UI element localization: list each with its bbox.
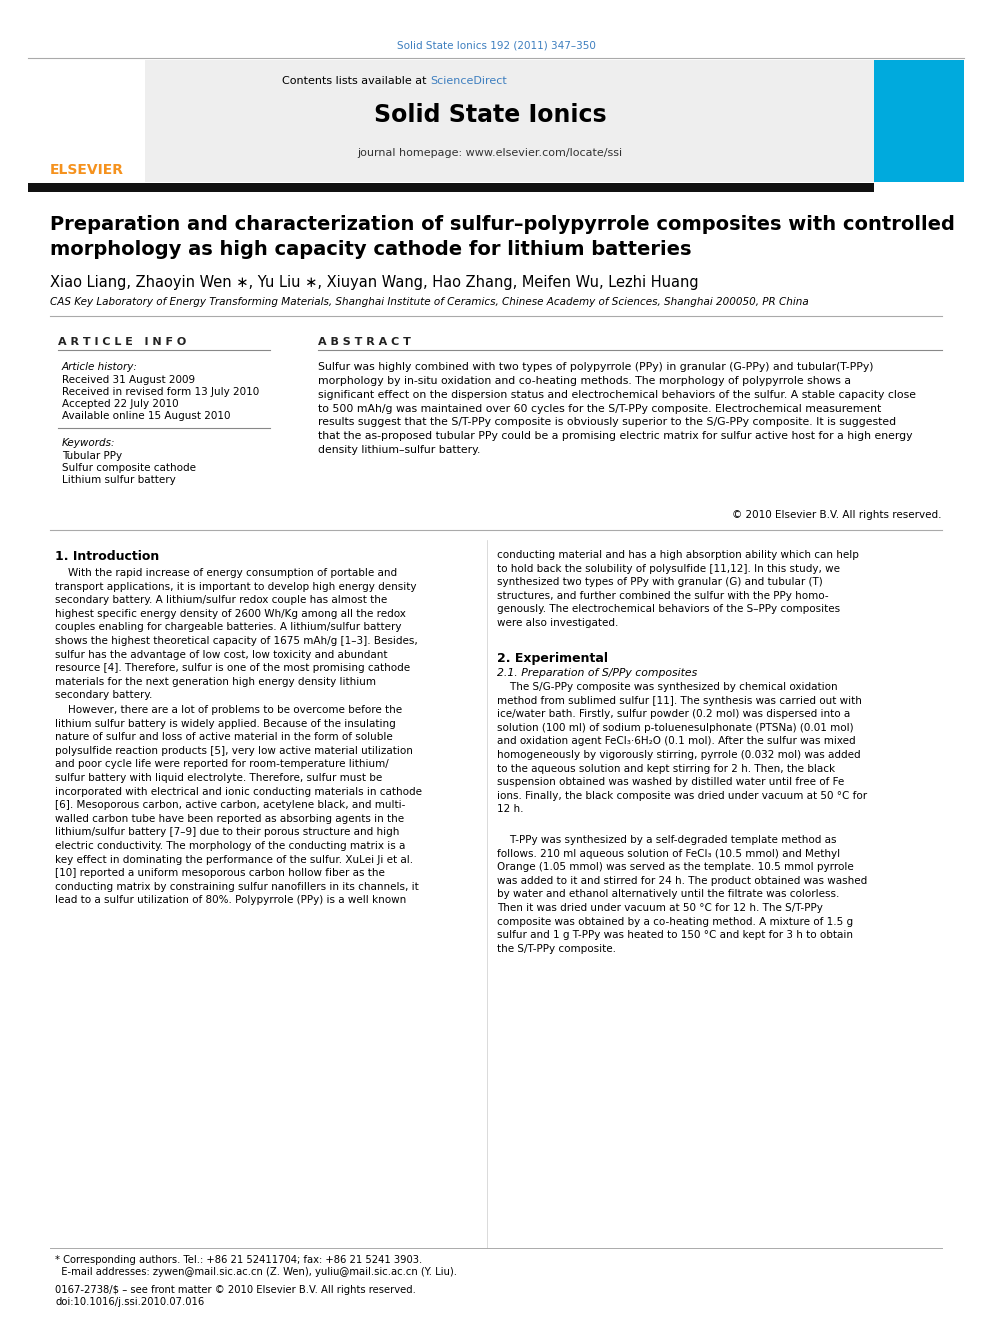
Text: * Corresponding authors. Tel.: +86 21 52411704; fax: +86 21 5241 3903.: * Corresponding authors. Tel.: +86 21 52… [55,1256,423,1265]
Text: 1. Introduction: 1. Introduction [55,550,160,564]
Text: 2.1. Preparation of S/PPy composites: 2.1. Preparation of S/PPy composites [497,668,697,677]
Text: journal homepage: www.elsevier.com/locate/ssi: journal homepage: www.elsevier.com/locat… [357,148,623,157]
Text: doi:10.1016/j.ssi.2010.07.016: doi:10.1016/j.ssi.2010.07.016 [55,1297,204,1307]
Bar [145,60,874,183]
Text: Sulfur was highly combined with two types of polypyrrole (PPy) in granular (G-PP: Sulfur was highly combined with two type… [318,363,916,455]
Text: A R T I C L E   I N F O: A R T I C L E I N F O [58,337,186,347]
Text: CAS Key Laboratory of Energy Transforming Materials, Shanghai Institute of Ceram: CAS Key Laboratory of Energy Transformin… [50,296,808,307]
Text: Contents lists available at: Contents lists available at [282,75,430,86]
Text: Sulfur composite cathode: Sulfur composite cathode [62,463,196,474]
Text: conducting material and has a high absorption ability which can help
to hold bac: conducting material and has a high absor… [497,550,859,628]
Text: Received in revised form 13 July 2010: Received in revised form 13 July 2010 [62,388,259,397]
Text: ELSEVIER: ELSEVIER [50,163,124,177]
Text: Available online 15 August 2010: Available online 15 August 2010 [62,411,230,421]
Text: 2. Experimental: 2. Experimental [497,652,608,665]
Text: Keywords:: Keywords: [62,438,115,448]
Bar [874,60,964,183]
Text: © 2010 Elsevier B.V. All rights reserved.: © 2010 Elsevier B.V. All rights reserved… [732,509,942,520]
Text: Lithium sulfur battery: Lithium sulfur battery [62,475,176,486]
Text: A B S T R A C T: A B S T R A C T [318,337,411,347]
Bar [28,183,874,192]
Text: morphology as high capacity cathode for lithium batteries: morphology as high capacity cathode for … [50,239,691,259]
Text: Preparation and characterization of sulfur–polypyrrole composites with controlle: Preparation and characterization of sulf… [50,216,955,234]
Text: 0167-2738/$ – see front matter © 2010 Elsevier B.V. All rights reserved.: 0167-2738/$ – see front matter © 2010 El… [55,1285,416,1295]
Text: Tubular PPy: Tubular PPy [62,451,122,460]
Bar [28,60,145,183]
Text: Solid State Ionics 192 (2011) 347–350: Solid State Ionics 192 (2011) 347–350 [397,40,595,50]
Text: ScienceDirect: ScienceDirect [430,75,507,86]
Text: Accepted 22 July 2010: Accepted 22 July 2010 [62,400,179,409]
Text: Article history:: Article history: [62,363,138,372]
Text: Solid State Ionics: Solid State Ionics [374,103,606,127]
Text: The S/G-PPy composite was synthesized by chemical oxidation
method from sublimed: The S/G-PPy composite was synthesized by… [497,681,867,815]
Text: However, there are a lot of problems to be overcome before the
lithium sulfur ba: However, there are a lot of problems to … [55,705,422,905]
Text: Received 31 August 2009: Received 31 August 2009 [62,374,195,385]
Text: Xiao Liang, Zhaoyin Wen ∗, Yu Liu ∗, Xiuyan Wang, Hao Zhang, Meifen Wu, Lezhi Hu: Xiao Liang, Zhaoyin Wen ∗, Yu Liu ∗, Xiu… [50,275,698,290]
Text: E-mail addresses: zywen@mail.sic.ac.cn (Z. Wen), yuliu@mail.sic.ac.cn (Y. Liu).: E-mail addresses: zywen@mail.sic.ac.cn (… [55,1267,457,1277]
Text: With the rapid increase of energy consumption of portable and
transport applicat: With the rapid increase of energy consum… [55,568,418,700]
Text: T-PPy was synthesized by a self-degraded template method as
follows. 210 ml aque: T-PPy was synthesized by a self-degraded… [497,835,867,954]
